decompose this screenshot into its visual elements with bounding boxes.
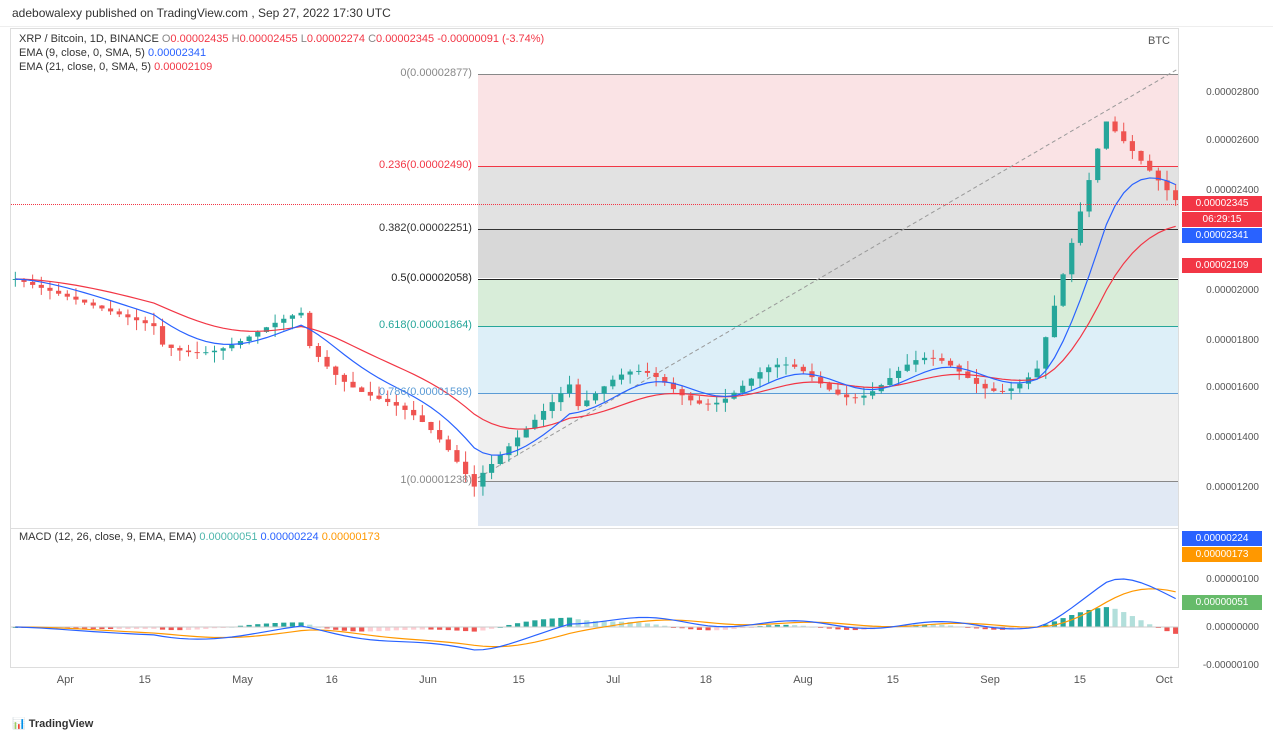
y-tick-label: 0.00001800 — [1206, 335, 1259, 346]
x-tick-label: Jun — [419, 674, 437, 686]
macd-line-val: 0.00000224 — [261, 531, 319, 543]
fib-label-1: 1(0.00001238) — [400, 474, 472, 486]
x-tick-label: 15 — [513, 674, 525, 686]
macd-label: MACD (12, 26, close, 9, EMA, EMA) — [19, 531, 196, 543]
pub-date: , Sep 27, 2022 17:30 UTC — [251, 6, 390, 20]
ema9-value: 0.00002341 — [148, 47, 206, 59]
macd-chart[interactable]: MACD (12, 26, close, 9, EMA, EMA) 0.0000… — [11, 527, 1178, 667]
pub-text: published on — [85, 6, 153, 20]
y-tick-label: 0.00001400 — [1206, 432, 1259, 443]
macd-legend: MACD (12, 26, close, 9, EMA, EMA) 0.0000… — [19, 531, 380, 543]
price-tag: 0.00002341 — [1182, 228, 1262, 243]
y-tick-label: 0.00002400 — [1206, 185, 1259, 196]
x-tick-label: Jul — [606, 674, 620, 686]
x-tick-label: Sep — [980, 674, 1000, 686]
macd-signal-val: 0.00000173 — [322, 531, 380, 543]
x-tick-label: Oct — [1156, 674, 1173, 686]
macd-tag: 0.00000051 — [1182, 595, 1262, 610]
macd-y-tick-label: 0.00000100 — [1206, 574, 1259, 585]
x-tick-label: 15 — [887, 674, 899, 686]
macd-tag: 0.00000224 — [1182, 531, 1262, 546]
price-tag: 0.00002109 — [1182, 258, 1262, 273]
y-tick-label: 0.00002000 — [1206, 285, 1259, 296]
ohlc-change: -0.00000091 (-3.74%) — [437, 33, 544, 45]
quote-currency-label: BTC — [1148, 35, 1170, 47]
fib-label-0.618: 0.618(0.00001864) — [379, 319, 472, 331]
macd-series — [11, 527, 1178, 667]
ohlc-h-label: H — [232, 33, 240, 45]
fib-label-0.786: 0.786(0.00001589) — [379, 386, 472, 398]
ema21-label: EMA (21, close, 0, SMA, 5) — [19, 61, 151, 73]
macd-hist-val: 0.00000051 — [199, 531, 257, 543]
macd-y-tick-label: -0.00000100 — [1203, 660, 1259, 671]
ohlc-c-label: C — [368, 33, 376, 45]
candlestick-series — [11, 29, 1178, 528]
y-tick-label: 0.00001200 — [1206, 482, 1259, 493]
main-legend: XRP / Bitcoin, 1D, BINANCE O0.00002435 H… — [19, 33, 544, 75]
symbol-pair: XRP / Bitcoin, 1D, BINANCE — [19, 33, 159, 45]
x-tick-label: Aug — [793, 674, 813, 686]
tv-icon: 📊 — [12, 718, 26, 730]
ema9-label: EMA (9, close, 0, SMA, 5) — [19, 47, 145, 59]
x-tick-label: May — [232, 674, 253, 686]
price-tag: 0.00002345 — [1182, 196, 1262, 211]
x-tick-label: 18 — [700, 674, 712, 686]
fib-label-0.5: 0.5(0.00002058) — [391, 272, 472, 284]
publish-header: adebowalexy published on TradingView.com… — [0, 0, 1273, 27]
macd-tag: 0.00000173 — [1182, 547, 1262, 562]
x-tick-label: 15 — [1074, 674, 1086, 686]
ohlc-o: 0.00002435 — [170, 33, 228, 45]
y-tick-label: 0.00001600 — [1206, 382, 1259, 393]
x-axis: Apr 15 May 16 Jun 15 Jul 18 Aug 15 Sep 15 Oct — [10, 668, 1179, 698]
macd-y-tick-label: 0.00000000 — [1206, 622, 1259, 633]
ema21-value: 0.00002109 — [154, 61, 212, 73]
y-axis: 0.000028000.000026000.000024000.00002200… — [1179, 28, 1263, 668]
y-tick-label: 0.00002600 — [1206, 135, 1259, 146]
chart-container[interactable]: XRP / Bitcoin, 1D, BINANCE O0.00002435 H… — [10, 28, 1179, 668]
publisher-name: adebowalexy — [12, 6, 82, 20]
ohlc-l: 0.00002274 — [307, 33, 365, 45]
tradingview-logo: 📊 TradingView — [12, 717, 93, 730]
fib-label-0.236: 0.236(0.00002490) — [379, 159, 472, 171]
x-tick-label: 15 — [139, 674, 151, 686]
current-price-line — [11, 204, 1178, 205]
site-name: TradingView.com — [157, 6, 248, 20]
main-chart[interactable]: XRP / Bitcoin, 1D, BINANCE O0.00002435 H… — [11, 29, 1178, 529]
ohlc-h: 0.00002455 — [240, 33, 298, 45]
price-tag: 06:29:15 — [1182, 212, 1262, 227]
x-tick-label: 16 — [326, 674, 338, 686]
y-tick-label: 0.00002800 — [1206, 87, 1259, 98]
ohlc-c: 0.00002345 — [376, 33, 434, 45]
fib-label-0.382: 0.382(0.00002251) — [379, 222, 472, 234]
x-tick-label: Apr — [57, 674, 74, 686]
